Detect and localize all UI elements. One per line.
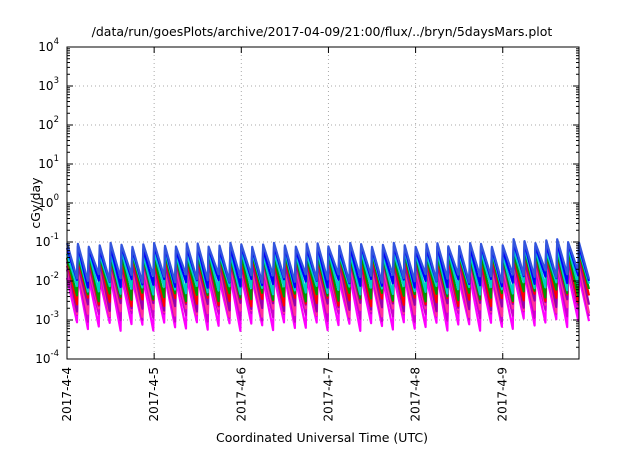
y-tick-label: 10-3 (35, 310, 59, 327)
chart-title: /data/run/goesPlots/archive/2017-04-09/2… (92, 24, 553, 39)
x-tick-label: 2017-4-5 (147, 367, 161, 421)
y-tick-base: 10 (35, 313, 50, 327)
y-tick-exponent: -1 (51, 232, 59, 242)
y-tick-base: 10 (38, 157, 53, 171)
x-tick-label: 2017-4-7 (321, 367, 335, 421)
y-tick-base: 10 (38, 79, 53, 93)
y-tick-exponent: -2 (51, 271, 59, 281)
y-tick-base: 10 (35, 274, 50, 288)
series-group (65, 238, 591, 332)
y-tick-label: 103 (38, 76, 59, 93)
y-tick-exponent: 2 (54, 115, 59, 125)
y-tick-base: 10 (35, 235, 50, 249)
y-tick-label: 104 (38, 37, 59, 54)
x-tick-label: 2017-4-9 (496, 367, 510, 421)
y-tick-label: 10-4 (35, 349, 59, 366)
x-tick-label: 2017-4-6 (234, 367, 248, 421)
y-tick-base: 10 (38, 40, 53, 54)
y-tick-label: 101 (38, 154, 59, 171)
y-tick-label: 100 (38, 193, 59, 210)
y-tick-exponent: -4 (51, 349, 59, 359)
series-line-9 (65, 238, 591, 284)
y-tick-base: 10 (38, 196, 53, 210)
y-tick-exponent: 1 (54, 154, 59, 164)
x-tick-label: 2017-4-8 (409, 367, 423, 421)
x-tick-label: 2017-4-4 (60, 367, 74, 421)
y-tick-base: 10 (35, 352, 50, 366)
y-tick-exponent: -3 (51, 310, 59, 320)
y-tick-base: 10 (38, 118, 53, 132)
y-axis-label: cGy/day (28, 177, 43, 229)
y-tick-exponent: 0 (54, 193, 59, 203)
y-tick-label: 10-1 (35, 232, 59, 249)
y-tick-exponent: 4 (54, 37, 59, 47)
y-tick-label: 10-2 (35, 271, 59, 288)
x-axis-label: Coordinated Universal Time (UTC) (216, 430, 428, 445)
x-axis: 2017-4-4 2017-4-5 2017-4-6 2017-4-7 2017-4-8… (60, 47, 510, 421)
y-tick-label: 102 (38, 115, 59, 132)
y-tick-exponent: 3 (54, 76, 59, 86)
